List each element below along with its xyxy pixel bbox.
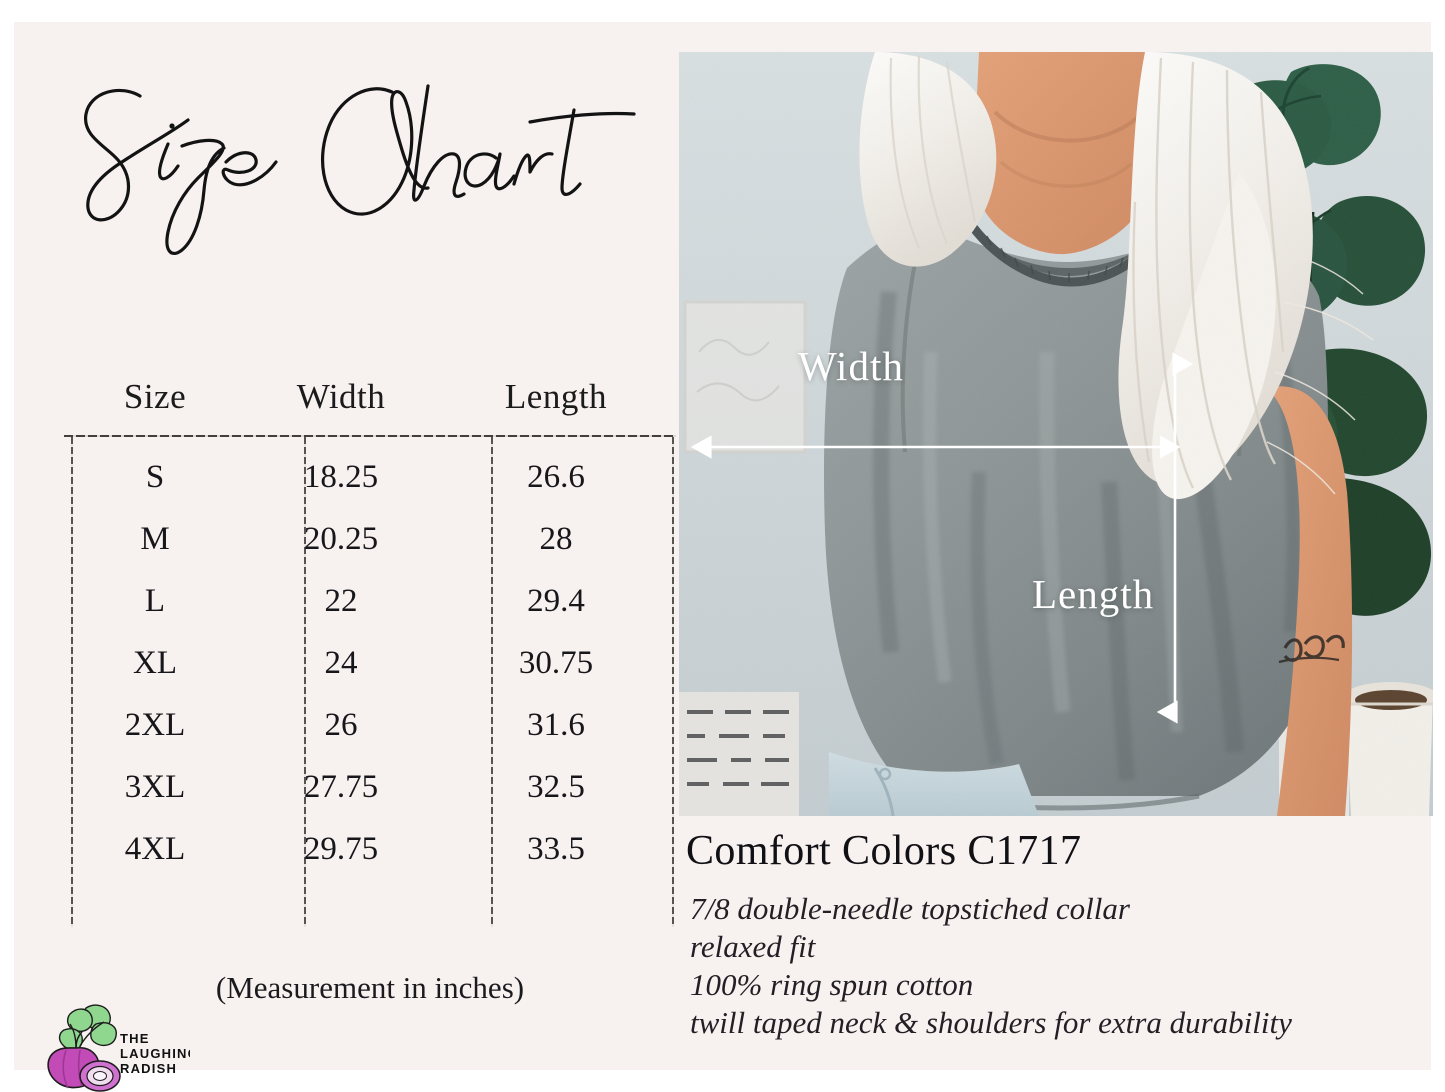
column-header-width: Width <box>296 377 386 416</box>
column-header-length: Length <box>504 377 608 416</box>
cell-size: 4XL <box>124 831 186 867</box>
table-row: S 18.25 26.6 <box>64 446 676 508</box>
cell-size: L <box>144 583 166 619</box>
brand-logo: THE LAUGHING RADISH <box>40 1000 190 1092</box>
spec-line: 7/8 double-needle topstiched collar <box>690 891 1130 926</box>
table-row: 3XL 27.75 32.5 <box>64 756 676 818</box>
cell-size: 3XL <box>124 769 186 805</box>
spec-line: twill taped neck & shoulders for extra d… <box>690 1005 1292 1040</box>
cell-width: 27.75 <box>303 769 379 805</box>
cell-width: 29.75 <box>303 831 379 867</box>
table-row: XL 24 30.75 <box>64 632 676 694</box>
cell-width: 18.25 <box>303 459 379 495</box>
radish-leaves-icon <box>58 1004 117 1051</box>
cell-length: 32.5 <box>527 769 585 805</box>
table-row: L 22 29.4 <box>64 570 676 632</box>
chart-card: Size Width Length S 18.25 26.6 M 20.25 2… <box>14 22 1433 1092</box>
cell-length: 33.5 <box>527 831 585 867</box>
cell-size: 2XL <box>124 707 186 743</box>
cell-length: 26.6 <box>527 459 585 495</box>
cell-size: XL <box>133 645 177 681</box>
cell-length: 28 <box>539 521 573 557</box>
page-title <box>62 66 662 276</box>
onion-slice-icon <box>79 1060 121 1092</box>
cell-length: 29.4 <box>527 583 585 619</box>
cell-size: S <box>145 459 165 495</box>
table-body: S 18.25 26.6 M 20.25 28 L 22 29.4 XL 24 <box>64 446 676 880</box>
product-specs: 7/8 double-needle topstiched collar rela… <box>690 890 1430 1042</box>
table-vertical-line-width <box>491 437 493 927</box>
header-divider-line <box>64 435 676 437</box>
table-vertical-line-left <box>71 437 73 927</box>
cell-length: 31.6 <box>527 707 585 743</box>
cell-width: 24 <box>324 645 358 681</box>
table-row: 2XL 26 31.6 <box>64 694 676 756</box>
cell-width: 26 <box>324 707 358 743</box>
product-photo <box>679 52 1433 816</box>
logo-line-2: LAUGHING <box>120 1046 190 1061</box>
spec-line: relaxed fit <box>690 929 816 964</box>
table-vertical-line-right <box>672 437 674 927</box>
measurement-note: (Measurement in inches) <box>215 970 525 1005</box>
table-row: 4XL 29.75 33.5 <box>64 818 676 880</box>
cell-width: 20.25 <box>303 521 379 557</box>
table-vertical-line-size <box>304 437 306 927</box>
cell-width: 22 <box>324 583 358 619</box>
size-table: Size Width Length S 18.25 26.6 M 20.25 2… <box>64 374 676 932</box>
column-header-size: Size <box>123 377 187 416</box>
logo-line-1: THE <box>120 1031 150 1046</box>
cell-size: M <box>140 521 170 557</box>
table-header-row: Size Width Length <box>64 374 676 426</box>
cell-length: 30.75 <box>518 645 594 681</box>
spec-line: 100% ring spun cotton <box>690 967 974 1002</box>
product-name: Comfort Colors C1717 <box>686 828 1082 874</box>
table-row: M 20.25 28 <box>64 508 676 570</box>
logo-line-3: RADISH <box>120 1061 177 1076</box>
